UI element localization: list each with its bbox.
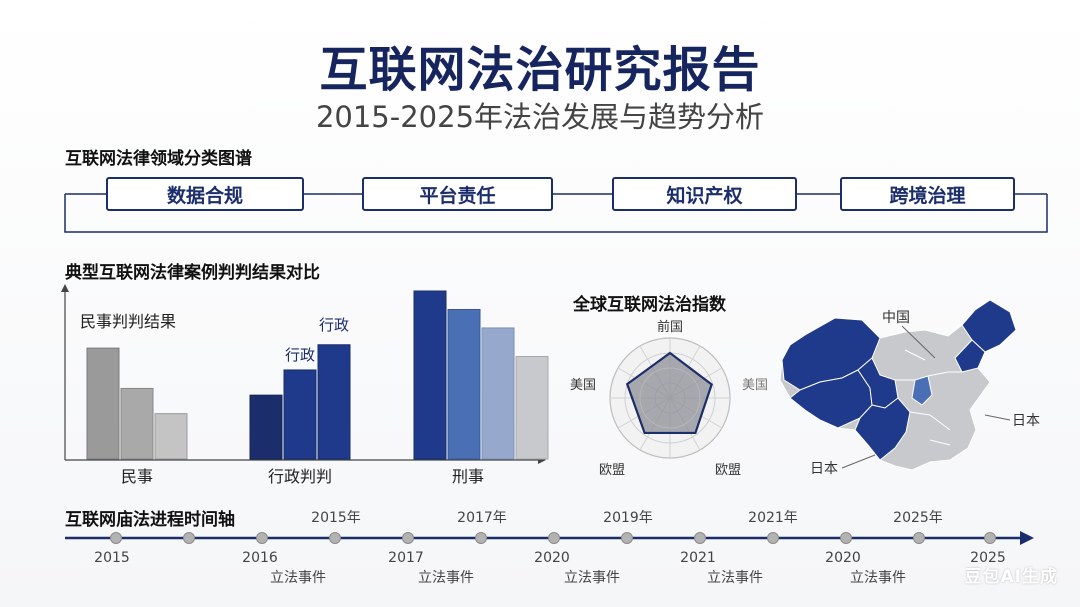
map-label-japan-1: 日本 — [1012, 413, 1040, 429]
timeline-node-11 — [840, 532, 852, 544]
bar-民事-3 — [154, 413, 188, 460]
civil-results-label: 民事判判结果 — [80, 312, 176, 331]
timeline-node-3 — [256, 532, 268, 544]
timeline-node-13 — [984, 532, 996, 544]
admin-annotation-2: 行政 — [319, 316, 349, 334]
group-label-civil: 民事 — [121, 467, 153, 486]
timeline-year-4: 2020 — [534, 550, 570, 566]
timeline-heading: 互联网庙法进程时间轴 — [65, 510, 235, 530]
map-leader-japan-1 — [984, 414, 1011, 421]
case-chart-heading: 典型互联网法律案例判判结果对比 — [65, 263, 320, 283]
timeline-event-3: 立法事件 — [564, 570, 620, 586]
radar-label-top: 前国 — [657, 319, 683, 335]
timeline-node-12 — [913, 532, 925, 544]
timeline-year-7: 2025 — [970, 550, 1006, 566]
bar-行政判判-2 — [283, 369, 317, 460]
page-title: 互联网法治研究报告 — [319, 42, 761, 98]
map-leader-japan-2 — [841, 454, 876, 469]
timeline-year-5: 2021 — [680, 550, 716, 566]
bar-刑事-3 — [481, 327, 515, 460]
watermark: 豆包AI生成 — [964, 567, 1058, 587]
timeline-node-9 — [694, 532, 706, 544]
timeline-year-3: 2017 — [388, 550, 424, 566]
category-data-compliance: 数据合规 — [106, 177, 304, 211]
map-leader-china — [901, 325, 936, 359]
timeline-top-label-1: 2015年 — [311, 510, 361, 526]
map-label-china: 中国 — [882, 310, 910, 326]
radar-series-polygon — [625, 351, 713, 435]
radar-label-right: 美国 — [742, 378, 768, 393]
bar-民事-1 — [86, 347, 120, 460]
bar-刑事-2 — [447, 308, 481, 460]
category-platform-liability: 平台责任 — [362, 177, 553, 211]
group-label-admin: 行政判判 — [268, 467, 332, 486]
taxonomy-heading: 互联网法律领域分类图谱 — [65, 149, 252, 169]
timeline-node-2 — [183, 532, 195, 544]
group-label-criminal: 刑事 — [452, 467, 484, 486]
timeline-node-5 — [402, 532, 414, 544]
bar-刑事-1 — [413, 290, 447, 460]
bar-刑事-4 — [515, 356, 549, 460]
bar-民事-2 — [120, 387, 154, 460]
y-axis-arrow — [61, 284, 69, 292]
timeline-event-5: 立法事件 — [850, 570, 906, 586]
map-label-japan-2: 日本 — [810, 461, 838, 477]
timeline-node-10 — [767, 532, 779, 544]
timeline-event-4: 立法事件 — [707, 570, 763, 586]
bar-行政判判-1 — [249, 394, 283, 460]
radar-inner-ring-overlay — [639, 367, 701, 429]
timeline-node-4 — [329, 532, 341, 544]
timeline-top-label-3: 2019年 — [603, 510, 653, 526]
global-index-heading: 全球互联网法治指数 — [573, 295, 726, 315]
radar-label-bottom-left: 欧盟 — [599, 463, 625, 478]
radar-label-left: 美国 — [570, 378, 596, 393]
bar-行政判判-3 — [317, 344, 351, 460]
category-intellectual-property: 知识产权 — [612, 177, 797, 211]
timeline-year-2: 2016 — [242, 550, 278, 566]
category-cross-border: 跨境治理 — [840, 177, 1015, 211]
timeline-year-1: 2015 — [94, 550, 130, 566]
timeline-node-7 — [548, 532, 560, 544]
admin-annotation-1: 行政 — [285, 346, 315, 364]
timeline-node-8 — [621, 532, 633, 544]
timeline-top-label-2: 2017年 — [457, 510, 507, 526]
map-regions — [779, 299, 1017, 471]
timeline-arrow — [1020, 531, 1034, 545]
timeline-node-1 — [110, 532, 122, 544]
radar-label-bottom-right: 欧盟 — [715, 463, 741, 478]
timeline-node-6 — [475, 532, 487, 544]
timeline-event-2: 立法事件 — [418, 570, 474, 586]
page-subtitle: 2015-2025年法治发展与趋势分析 — [315, 100, 765, 134]
timeline-year-6: 2020 — [825, 550, 861, 566]
timeline-top-label-4: 2021年 — [748, 510, 798, 526]
timeline-event-1: 立法事件 — [270, 570, 326, 586]
timeline-top-label-5: 2025年 — [893, 510, 943, 526]
